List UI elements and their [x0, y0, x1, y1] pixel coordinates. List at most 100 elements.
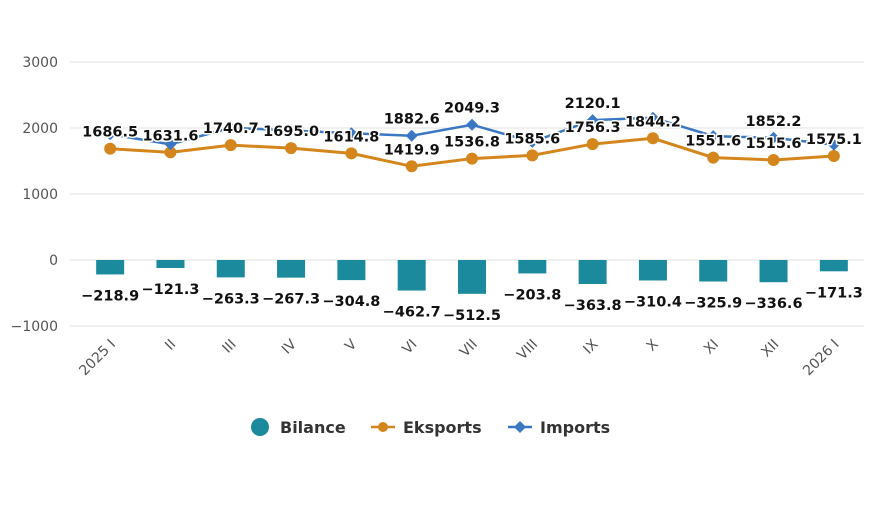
data-label-bilance: −121.3: [141, 282, 199, 298]
data-label-bilance: −203.8: [503, 287, 561, 303]
data-label-eksports: 1551.6: [685, 134, 741, 150]
data-label-imports: 2120.1: [565, 96, 621, 112]
point-eksports: [466, 152, 478, 165]
data-label-bilance: −325.9: [684, 296, 742, 312]
x-tick-label: 2026 I: [800, 337, 843, 380]
bar-bilance: [96, 260, 125, 275]
data-label-bilance: −310.4: [624, 294, 682, 310]
legend-label-imports: Imports: [540, 418, 610, 437]
x-tick-label: VII: [457, 337, 481, 361]
point-imports: [224, 121, 237, 134]
data-label-eksports: 1585.6: [504, 131, 560, 147]
data-label-imports: 2049.3: [444, 101, 500, 117]
point-imports: [827, 138, 840, 151]
data-label-bilance: −218.9: [81, 288, 139, 304]
point-imports: [707, 130, 720, 143]
data-label-eksports: 1686.5: [82, 125, 138, 141]
point-eksports: [164, 146, 177, 159]
y-tick-label: 3000: [22, 55, 58, 71]
bar-bilance: [819, 260, 848, 272]
legend-imports-icon: [514, 421, 526, 433]
lines: [104, 111, 840, 173]
y-tick-label: −1000: [11, 319, 58, 335]
x-tick-label: XII: [758, 337, 782, 361]
bar-bilance: [518, 260, 547, 274]
point-imports: [466, 118, 478, 131]
data-labels: −218.9 −121.3−263.3 −267.3 −304.8−462.7 −512…: [80, 95, 865, 326]
x-tick-label: VI: [400, 337, 421, 358]
data-label-bilance: −304.8: [322, 294, 380, 310]
bar-bilance: [277, 260, 306, 278]
data-label-eksports: 1536.8: [444, 135, 500, 151]
bar-bilance: [578, 260, 607, 285]
legend-eksports-icon: [378, 422, 388, 432]
data-label-eksports: 1844.2: [625, 114, 681, 130]
point-imports: [285, 124, 298, 137]
bar-bilance: [699, 260, 728, 282]
point-eksports: [104, 142, 117, 155]
point-eksports: [707, 151, 720, 164]
point-eksports: [224, 139, 237, 152]
x-tick-label: 2025 I: [76, 337, 119, 380]
x-tick-label: V: [342, 336, 360, 354]
data-label-bilance: −263.3: [202, 291, 260, 307]
point-imports: [646, 111, 659, 124]
y-tick-label: 0: [49, 253, 58, 269]
data-label-bilance: −462.7: [383, 305, 441, 321]
data-label-eksports: 1756.3: [565, 120, 621, 136]
point-imports: [526, 135, 539, 148]
point-eksports: [646, 132, 659, 145]
point-imports: [104, 128, 117, 141]
point-eksports: [586, 138, 599, 151]
data-label-eksports: 1575.1: [806, 132, 862, 148]
point-imports: [405, 129, 418, 142]
point-eksports: [405, 160, 418, 173]
point-eksports: [827, 150, 840, 163]
gridlines: [70, 61, 864, 327]
point-imports: [586, 114, 599, 127]
data-label-bilance: −267.3: [262, 292, 320, 308]
bar-bilance: [397, 260, 426, 291]
bar-bilance: [216, 260, 245, 278]
legend-label-eksports: Eksports: [403, 418, 482, 437]
data-label-eksports: 1740.7: [203, 121, 259, 137]
data-label-bilance: −512.5: [443, 308, 501, 324]
data-label-bilance: −363.8: [564, 298, 622, 314]
data-label-eksports: 1614.8: [323, 129, 379, 145]
x-tick-label: X: [644, 336, 662, 354]
data-label-bilance: −336.6: [745, 296, 803, 312]
bar-bilance: [337, 260, 366, 281]
bar-bilance: [638, 260, 667, 281]
data-label-imports: 1882.6: [384, 112, 440, 128]
data-label-eksports: 1631.6: [142, 128, 198, 144]
point-eksports: [345, 147, 358, 160]
data-label-eksports: 1695.0: [263, 124, 319, 140]
data-label-imports: 1852.2: [746, 114, 802, 130]
x-axis: 2025 I II III IV V VI VII VIII IX X XI XII 2026 I: [76, 336, 842, 379]
bar-bilance: [759, 260, 788, 283]
y-axis: 3000 2000 1000 0 −1000: [11, 55, 58, 335]
y-tick-label: 1000: [22, 187, 58, 203]
x-tick-label: II: [162, 337, 179, 354]
y-tick-label: 2000: [22, 121, 58, 137]
legend-label-bilance: Bilance: [280, 418, 346, 437]
bar-bilance: [156, 260, 185, 269]
point-eksports: [767, 153, 780, 166]
point-eksports: [285, 142, 298, 155]
x-tick-label: XI: [701, 337, 722, 358]
legend: Bilance Eksports Imports: [251, 418, 610, 437]
point-imports: [164, 138, 177, 151]
x-tick-label: IX: [580, 336, 601, 357]
bar-bilance: [458, 260, 486, 294]
x-tick-label: III: [220, 337, 240, 357]
legend-bilance-icon: [251, 418, 269, 436]
x-tick-label: IV: [279, 336, 300, 357]
x-tick-label: VIII: [514, 337, 541, 364]
data-label-eksports: 1515.6: [746, 136, 802, 152]
data-label-bilance: −171.3: [805, 285, 863, 301]
point-imports: [345, 127, 358, 140]
data-label-eksports: 1419.9: [384, 142, 440, 158]
bilance-bars: [96, 260, 848, 294]
point-eksports: [526, 149, 539, 162]
